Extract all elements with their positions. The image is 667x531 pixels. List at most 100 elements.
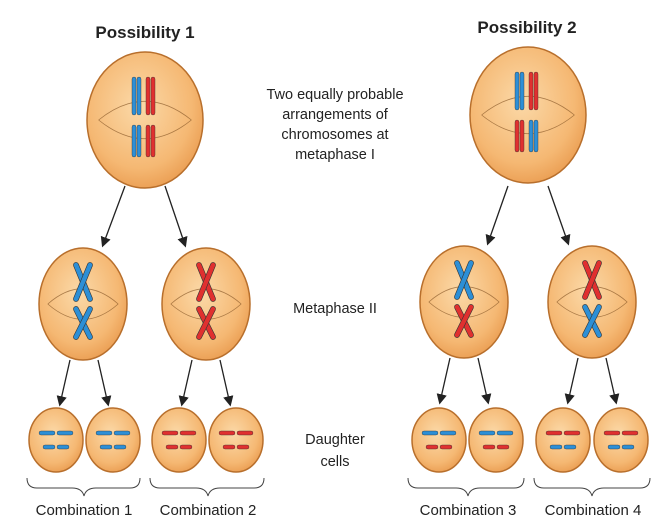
chromatid [95,430,113,436]
daughter-cell-3 [151,407,207,473]
arrow [56,359,71,407]
bracket-combination-4 [533,477,651,497]
cell-body [161,247,251,361]
chromatid [222,444,236,450]
arrow [485,185,509,246]
combination-4-label: Combination 4 [545,502,642,519]
chromatid [165,444,179,450]
chromatid [603,430,621,436]
chromatid [533,119,539,153]
chromatid [145,124,151,158]
possibility-2-title: Possibility 2 [477,18,576,37]
chromatid [196,306,216,340]
chromatid [519,119,525,153]
chromatid [549,444,563,450]
metaphase1-label-line2: arrangements of [282,107,389,123]
chromatid [421,430,439,436]
bracket-combination-2 [149,477,265,497]
chromatid [38,430,56,436]
combination-3-label: Combination 3 [420,502,517,519]
cell-body [208,407,264,473]
chromatid [113,430,131,436]
bracket-combination-3 [407,477,525,497]
chromatid [42,444,56,450]
chromatid [136,76,142,116]
cell-body [86,51,204,189]
chromatid [179,430,197,436]
arrow [605,357,620,405]
cell-body [547,245,637,359]
arrow [219,359,234,407]
chromatid [439,430,457,436]
daughter-cell-1 [28,407,84,473]
arrows-group [56,185,620,407]
daughter-cell-7 [535,407,591,473]
cell-metaphase2-1 [38,247,128,361]
chromatid [56,430,74,436]
chromatid [218,430,236,436]
chromatid [496,430,514,436]
arrow [97,359,112,407]
arrow [164,185,188,248]
chromatid [196,262,216,302]
chromatid [545,430,563,436]
chromatid [482,444,496,450]
arrow [564,357,579,405]
metaphase2-label: Metaphase II [293,301,377,317]
arrow [547,185,571,246]
chromatid [528,119,534,153]
cell-body [411,407,467,473]
spindle [481,96,575,134]
chromatid [236,444,250,450]
chromatid [496,444,510,450]
chromatid [131,124,137,158]
spindle-fiber [481,96,575,116]
metaphase1-label-line4: metaphase I [295,147,375,163]
chromatid [514,71,520,111]
chromatid [73,306,93,340]
spindle [98,101,192,139]
daughter-cell-4 [208,407,264,473]
cell-metaphase1-possibility2 [469,46,587,184]
chromatid [73,262,93,302]
cell-metaphase2-2 [161,247,251,361]
chromatid [519,71,525,111]
arrow [100,185,126,248]
chromatid [99,444,113,450]
chromatid [161,430,179,436]
chromatid [179,444,193,450]
cell-body [419,245,509,359]
chromatid [150,124,156,158]
combination-1-label: Combination 1 [36,502,133,519]
chromatid [425,444,439,450]
cell-body [535,407,591,473]
cell-body [469,46,587,184]
daughter-cells-label-line1: Daughter [305,432,365,448]
cell-body [468,407,524,473]
daughter-cell-8 [593,407,649,473]
chromatid [145,76,151,116]
cell-metaphase1-possibility1 [86,51,204,189]
arrow [477,357,492,405]
cells-group [28,46,649,473]
chromatid [514,119,520,153]
chromatid [607,444,621,450]
chromatid [454,304,474,338]
chromatid [56,444,70,450]
daughter-cells-label-line2: cells [320,454,349,470]
daughter-cell-6 [468,407,524,473]
chromatid [563,430,581,436]
chromatid [621,430,639,436]
cell-body [593,407,649,473]
arrow [178,359,193,407]
daughter-cell-5 [411,407,467,473]
chromatid [113,444,127,450]
cell-body [28,407,84,473]
spindle-fiber [98,119,192,139]
bracket-combination-1 [26,477,141,497]
cell-body [38,247,128,361]
chromatid [621,444,635,450]
cell-metaphase2-3 [419,245,509,359]
chromatid [533,71,539,111]
